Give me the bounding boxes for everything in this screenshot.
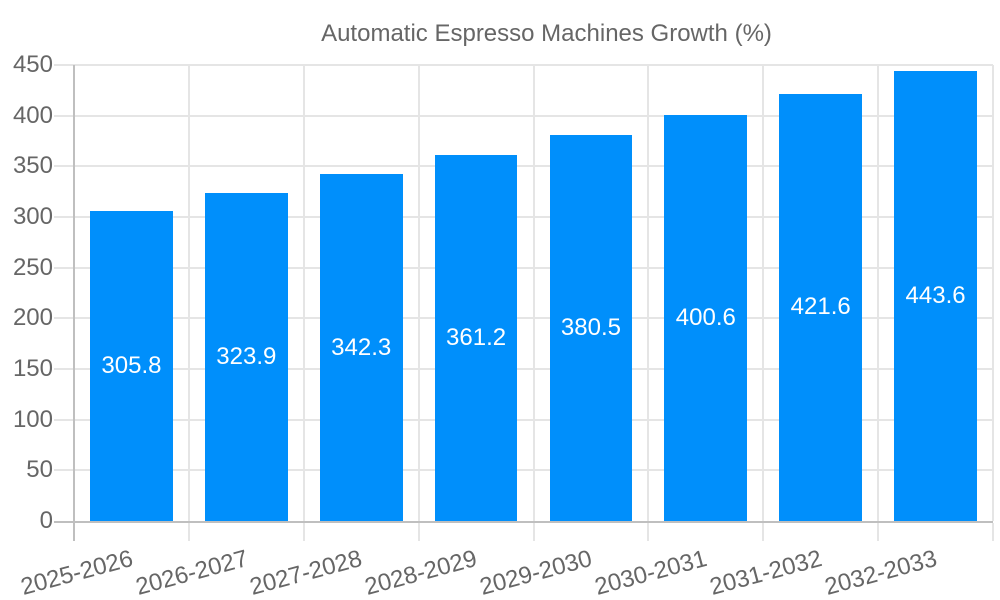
x-tick [532, 523, 535, 541]
bar-value-label: 400.6 [675, 304, 736, 332]
y-axis-label: 300 [12, 203, 53, 230]
x-axis-label: 2025-2026 [17, 545, 136, 600]
x-tick [302, 523, 305, 541]
x-gridline [187, 65, 190, 521]
y-tick [54, 266, 74, 269]
bar[interactable] [894, 71, 977, 521]
y-axis-label: 400 [12, 101, 53, 129]
x-axis-label: 2026-2027 [132, 545, 251, 600]
legend-swatch [228, 22, 308, 46]
y-tick [54, 165, 74, 168]
bar-value-label: 305.8 [101, 352, 162, 380]
bar-value-label: 323.9 [216, 342, 277, 370]
y-axis-label: 350 [12, 152, 53, 180]
x-gridline [762, 65, 765, 521]
bar[interactable] [549, 135, 633, 521]
y-axis-line [73, 65, 75, 541]
y-axis-label: 0 [39, 507, 53, 534]
x-gridline [647, 65, 650, 521]
x-tick [647, 523, 650, 541]
y-tick [54, 368, 74, 370]
bar[interactable] [664, 115, 748, 521]
legend-label: Automatic Espresso Machines Growth (%) [321, 20, 772, 47]
bar-value-label: 361.2 [446, 323, 507, 351]
y-axis-label: 50 [26, 456, 53, 484]
bar-value-label: 342.3 [331, 333, 392, 361]
x-gridline [992, 65, 994, 521]
bar[interactable] [319, 174, 403, 521]
x-tick [992, 523, 994, 541]
x-gridline [417, 65, 420, 521]
y-tick [54, 114, 74, 117]
x-axis-label: 2028-2029 [362, 545, 481, 600]
x-axis-line [54, 521, 993, 523]
y-axis-label: 250 [12, 253, 53, 281]
y-tick [54, 216, 74, 218]
bar-value-label: 421.6 [790, 293, 851, 321]
x-tick [187, 523, 190, 541]
y-axis-label: 450 [12, 51, 53, 78]
bar[interactable] [90, 211, 173, 521]
x-axis-label: 2030-2031 [591, 545, 710, 600]
y-axis-label: 150 [12, 355, 53, 382]
bar[interactable] [779, 93, 863, 521]
bar[interactable] [204, 192, 288, 521]
bar-value-label: 380.5 [560, 314, 621, 342]
x-axis-label: 2027-2028 [247, 545, 366, 600]
x-gridline [302, 65, 305, 521]
y-axis-label: 100 [12, 405, 53, 433]
x-axis-label: 2032-2033 [821, 545, 940, 600]
x-tick [877, 523, 880, 541]
y-tick [54, 317, 74, 320]
y-tick [54, 469, 74, 472]
x-axis-label: 2029-2030 [477, 545, 595, 600]
y-tick [54, 418, 74, 421]
legend[interactable]: Automatic Espresso Machines Growth (%) [0, 20, 1000, 48]
x-tick [762, 523, 765, 541]
x-gridline [877, 65, 880, 521]
bar[interactable] [434, 154, 518, 521]
x-tick [417, 523, 420, 541]
x-gridline [532, 65, 535, 521]
y-tick [54, 64, 74, 66]
y-axis-label: 200 [12, 304, 53, 332]
x-axis-label: 2031-2032 [706, 545, 825, 600]
bar-value-label: 443.6 [905, 282, 966, 310]
